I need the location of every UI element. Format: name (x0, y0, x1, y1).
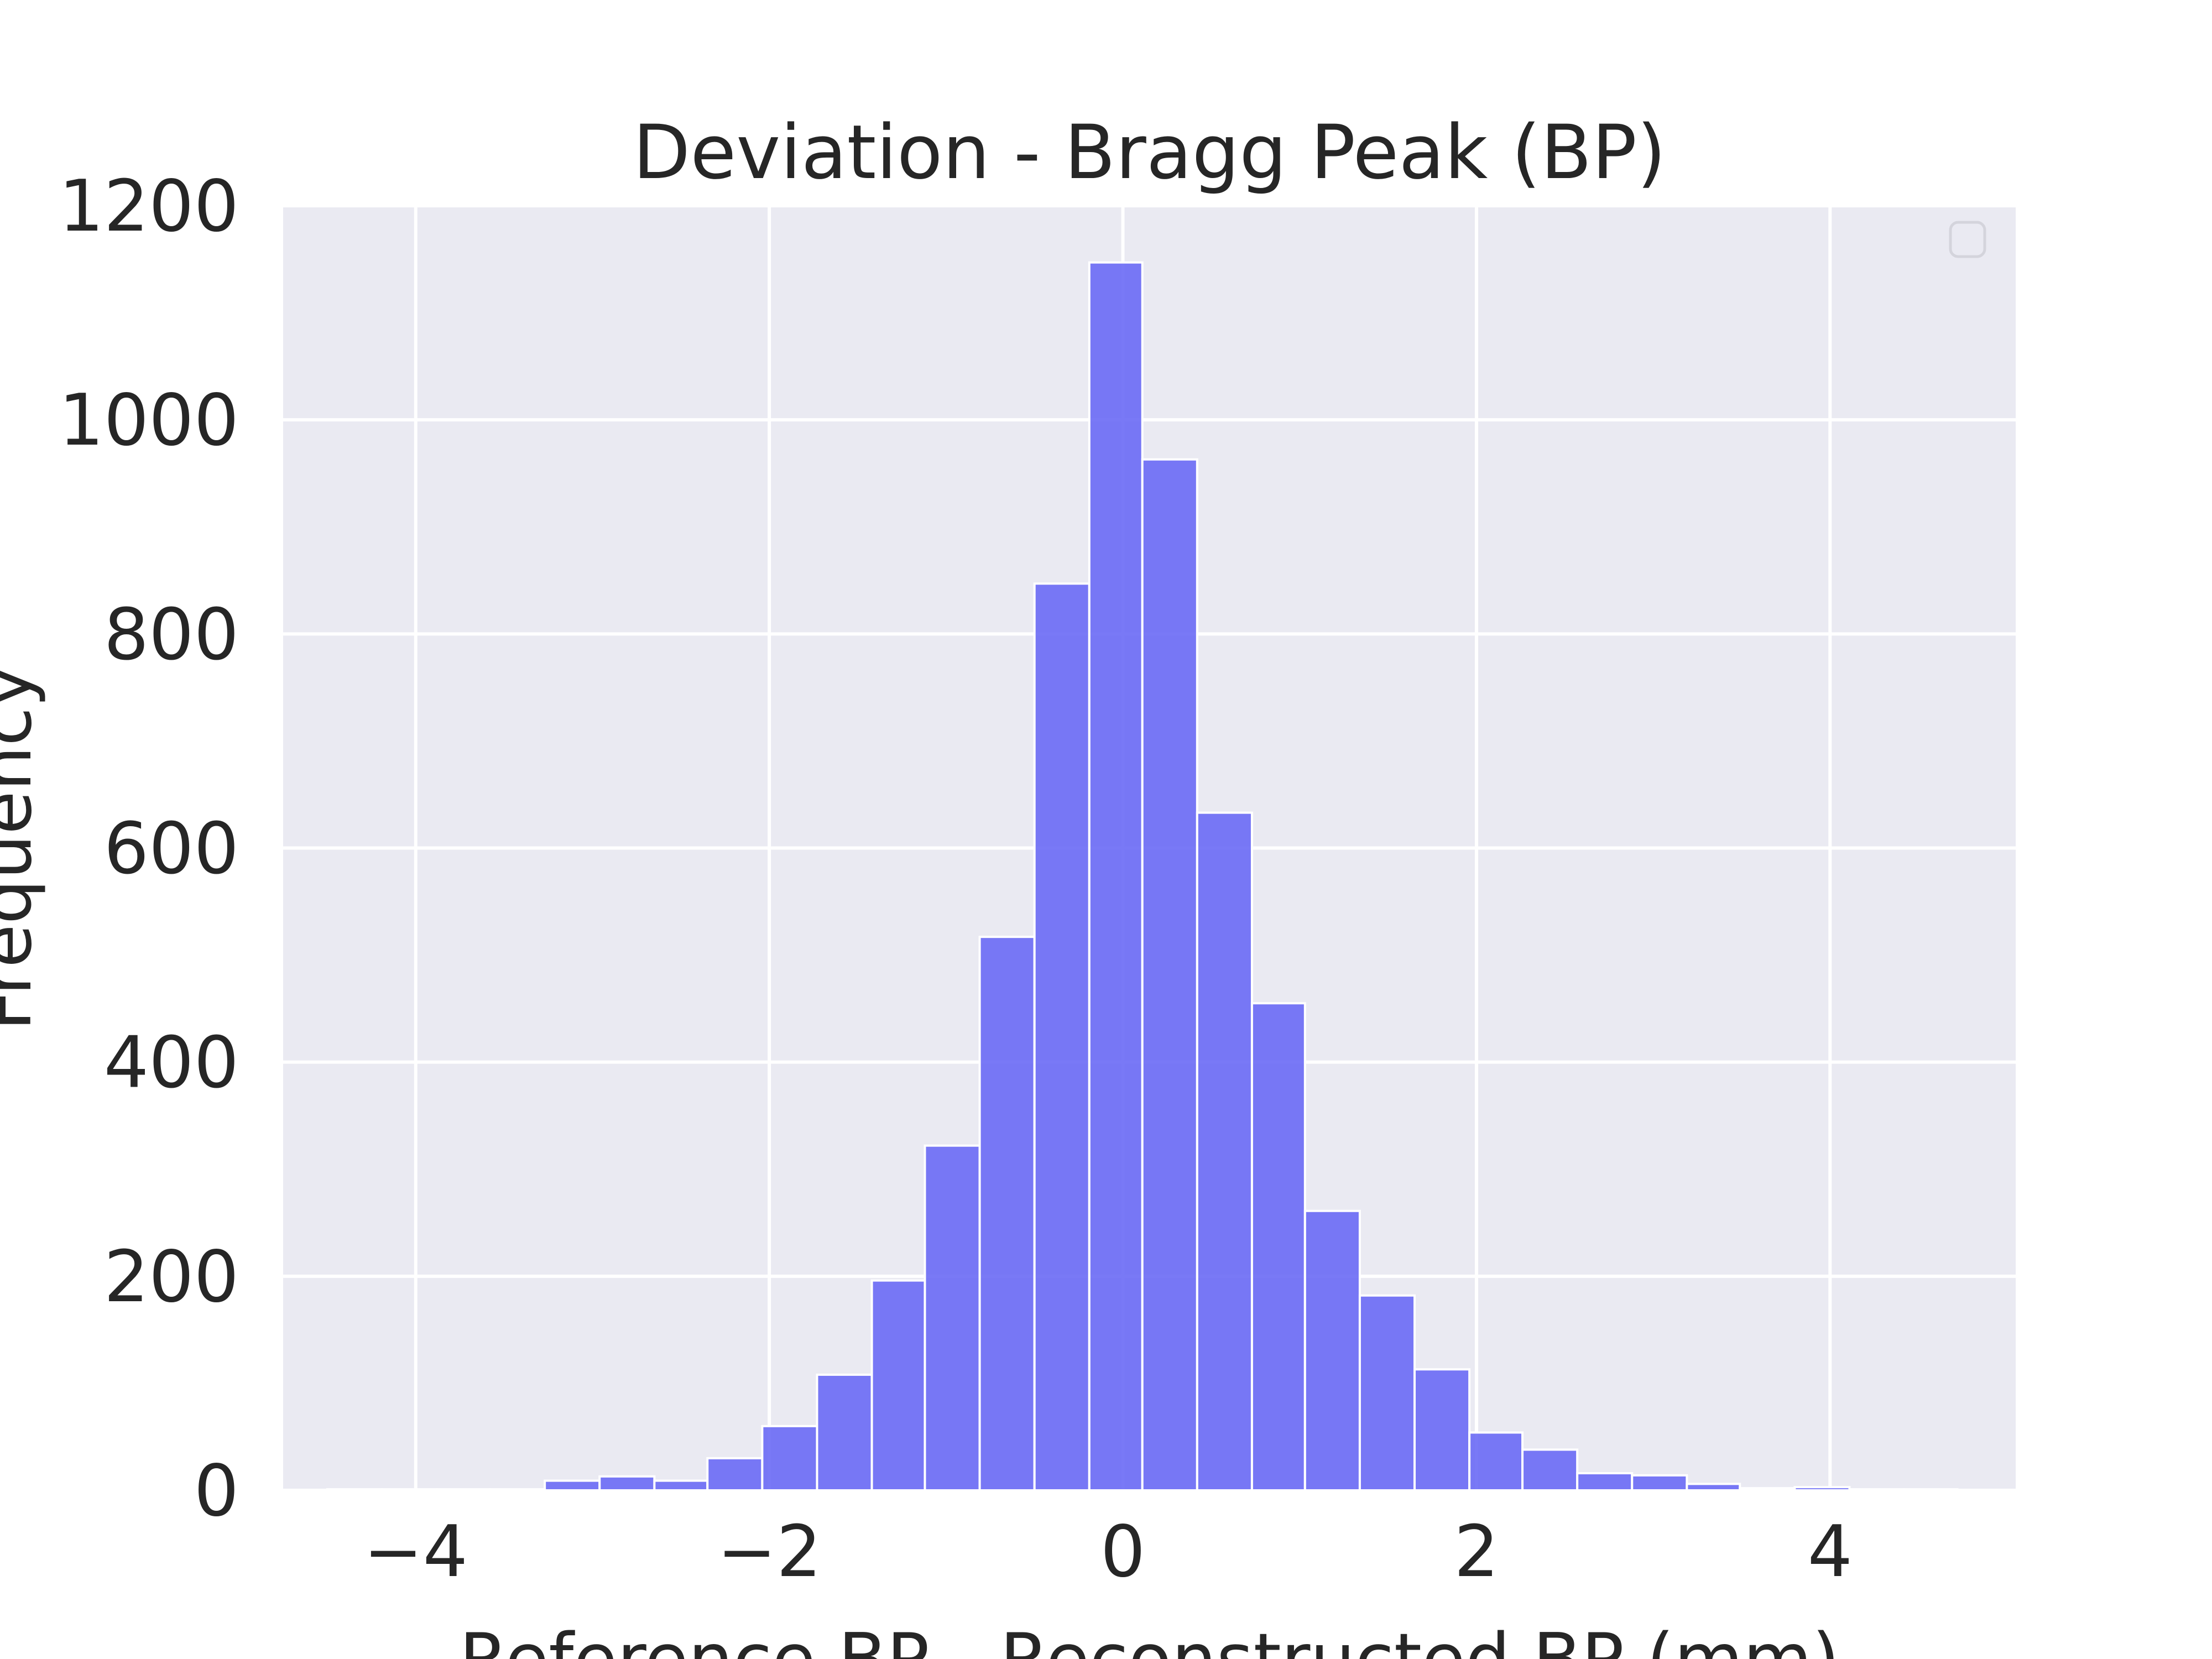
histogram-bar (598, 1475, 656, 1492)
x-tick-labels: −4 −2 0 2 4 (363, 1511, 1853, 1593)
histogram-bar (870, 1279, 926, 1491)
x-tick-label: 2 (1454, 1511, 1499, 1593)
histogram-bars (326, 261, 1959, 1492)
legend-box (1949, 221, 1986, 258)
histogram-bar (978, 936, 1036, 1491)
y-axis-label: Frequency (0, 665, 48, 1031)
histogram-bar (381, 1488, 439, 1492)
histogram-bar (924, 1144, 981, 1491)
histogram-bar (1793, 1486, 1851, 1491)
histogram-bar (653, 1479, 709, 1491)
histogram-bar (1903, 1488, 1959, 1492)
y-tick-label: 400 (104, 1022, 239, 1104)
histogram-bar (544, 1479, 601, 1491)
histogram-bar (1848, 1488, 1906, 1492)
histogram-bar (1141, 458, 1198, 1491)
histogram-bar (816, 1373, 873, 1491)
histogram-bar (326, 1488, 384, 1492)
y-tick-label: 800 (104, 593, 239, 676)
histogram-bar (706, 1457, 764, 1492)
y-tick-labels: 0 200 400 600 800 1000 1200 (59, 165, 239, 1532)
histogram-bar (1250, 1002, 1306, 1491)
histogram-bar (436, 1488, 492, 1492)
x-axis-label: Reference BP - Reconstructed BP (mm) (459, 1619, 1839, 1659)
y-tick-label: 200 (104, 1236, 239, 1318)
histogram-bar (1358, 1294, 1416, 1491)
histogram-bar (1686, 1483, 1741, 1492)
chart-title: Deviation - Bragg Peak (BP) (633, 109, 1666, 196)
y-tick-label: 0 (194, 1450, 239, 1532)
histogram-bar (1739, 1487, 1796, 1492)
histogram-bar (1631, 1474, 1688, 1492)
x-tick-label: −4 (363, 1511, 468, 1593)
histogram-bar (1088, 261, 1144, 1492)
histogram-bar (489, 1488, 546, 1492)
y-tick-label: 1200 (59, 165, 239, 248)
histogram-bar (1413, 1368, 1471, 1491)
y-tick-label: 600 (104, 808, 239, 890)
histogram-bar (1521, 1448, 1579, 1491)
histogram-bar (761, 1425, 818, 1492)
histogram-bar (1196, 811, 1253, 1491)
histogram-bar (1576, 1472, 1634, 1491)
histogram-bar (1303, 1209, 1361, 1492)
x-tick-label: −2 (717, 1511, 822, 1593)
y-tick-label: 1000 (59, 379, 239, 462)
histogram-bar (1033, 582, 1091, 1491)
histogram-bar (1468, 1431, 1524, 1492)
x-tick-label: 4 (1808, 1511, 1853, 1593)
x-tick-label: 0 (1100, 1511, 1145, 1593)
